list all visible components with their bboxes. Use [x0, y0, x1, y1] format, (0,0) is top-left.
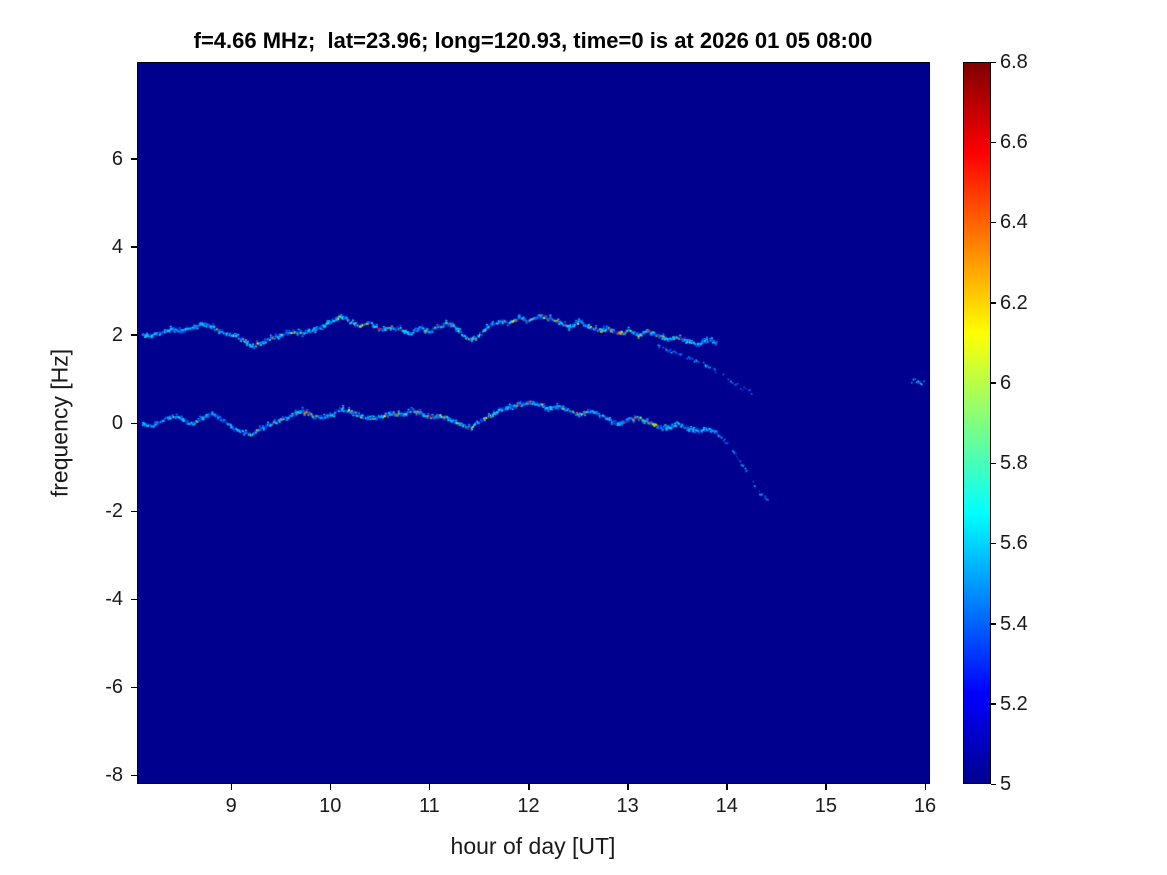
x-axis-label: hour of day [UT] — [450, 833, 616, 859]
x-tick-label: 11 — [419, 795, 440, 817]
y-tick-label: 4 — [111, 235, 123, 258]
y-tick-label: -6 — [105, 676, 123, 699]
y-tick-label: 6 — [111, 147, 123, 170]
x-tick-label: 9 — [225, 795, 237, 817]
y-tick-mark — [131, 686, 137, 689]
x-tick-label: 10 — [319, 795, 342, 817]
x-tick-mark — [627, 784, 629, 790]
x-tick-label: 12 — [517, 795, 540, 817]
colorbar-tick-label: 5 — [1000, 773, 1012, 795]
y-tick-mark — [131, 422, 137, 424]
y-tick-mark — [131, 510, 137, 513]
colorbar-tick-mark — [991, 221, 996, 224]
x-tick-mark — [329, 784, 332, 790]
colorbar-tick-label: 6 — [1000, 371, 1012, 394]
y-tick-label: -4 — [105, 588, 123, 611]
x-tick-label: 13 — [616, 795, 639, 817]
colorbar-tick-label: 5.8 — [1000, 452, 1028, 475]
y-tick-mark — [131, 334, 137, 336]
colorbar-tick-mark — [991, 382, 996, 384]
x-tick-label: 16 — [913, 795, 937, 817]
y-tick-label: -8 — [105, 764, 123, 787]
chart-title: f=4.66 MHz; lat=23.96; long=120.93, time… — [193, 28, 873, 53]
colorbar-tick-mark — [991, 462, 996, 465]
y-tick-mark — [131, 598, 137, 601]
colorbar-tick-label: 6.8 — [1000, 51, 1028, 73]
colorbar — [963, 62, 991, 784]
y-tick-label: 0 — [111, 412, 123, 434]
colorbar-tick-mark — [991, 703, 996, 705]
x-tick-label: 14 — [715, 795, 738, 817]
colorbar-tick-mark — [991, 302, 996, 304]
colorbar-tick-mark — [991, 623, 996, 625]
colorbar-tick-mark — [991, 542, 996, 545]
colorbar-tick-mark — [991, 141, 996, 144]
spectrogram-canvas — [137, 62, 930, 784]
colorbar-tick-label: 6.6 — [1000, 131, 1028, 154]
y-tick-mark — [131, 158, 137, 160]
y-tick-label: -2 — [105, 500, 123, 523]
x-tick-mark — [428, 784, 431, 790]
y-tick-label: 2 — [111, 323, 123, 346]
x-tick-label: 15 — [814, 795, 838, 817]
x-tick-mark — [726, 784, 728, 790]
x-tick-mark — [924, 784, 927, 790]
colorbar-tick-label: 6.2 — [1000, 291, 1028, 314]
x-tick-mark — [825, 784, 827, 790]
y-tick-mark — [131, 774, 137, 777]
x-tick-mark — [230, 784, 233, 790]
colorbar-tick-label: 5.6 — [1000, 532, 1028, 555]
y-tick-mark — [131, 246, 137, 248]
colorbar-tick-label: 6.4 — [1000, 211, 1028, 234]
colorbar-tick-label: 5.2 — [1000, 692, 1028, 715]
colorbar-tick-mark — [991, 783, 996, 785]
colorbar-tick-mark — [991, 61, 996, 63]
colorbar-tick-label: 5.4 — [1000, 612, 1028, 635]
x-tick-mark — [528, 784, 530, 790]
